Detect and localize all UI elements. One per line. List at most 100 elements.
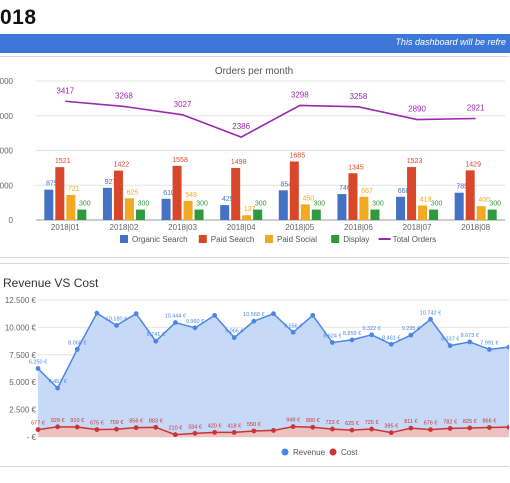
point-revenue (153, 338, 159, 344)
bar-paid-social (124, 198, 134, 220)
point-cost (349, 427, 355, 433)
point-revenue (55, 385, 61, 391)
point-cost (310, 424, 316, 430)
data-label-revenue: 8.624 € (323, 333, 341, 339)
point-revenue (172, 320, 178, 325)
bar-data-label: 300 (196, 201, 208, 208)
data-label-cost: 825 € (463, 419, 477, 425)
point-cost (388, 430, 394, 436)
data-label-cost: 725 € (365, 420, 379, 426)
line-data-label: 2386 (232, 122, 250, 131)
line-data-label: 3258 (350, 92, 368, 101)
line-data-label: 2890 (408, 105, 426, 114)
y-tick-label: 12.500 € (5, 296, 37, 305)
point-revenue (408, 332, 414, 338)
line-total-orders (65, 100, 476, 138)
bar-paid-social (183, 200, 193, 220)
x-tick-label: 2018|06 (344, 223, 373, 232)
point-cost (133, 425, 139, 431)
y-tick-label: 10.000 € (5, 323, 37, 332)
legend-label: Cost (341, 448, 358, 457)
bar-data-label: 549 (185, 192, 197, 199)
bar-paid-social (476, 206, 486, 220)
bar-data-label: 300 (138, 201, 150, 208)
data-label-revenue: 9.322 € (362, 326, 380, 332)
bar-data-label: 785 (456, 184, 468, 191)
point-revenue (94, 310, 100, 316)
point-revenue (447, 343, 453, 349)
chart-title: Revenue VS Cost (3, 276, 99, 290)
point-revenue (35, 366, 41, 371)
x-tick-label: 2018|02 (110, 223, 139, 232)
data-label-cost: 625 € (345, 421, 359, 427)
legend-label: Revenue (293, 448, 326, 457)
bar-organic-search (396, 196, 406, 220)
bar-paid-social (242, 215, 252, 220)
point-revenue (467, 339, 473, 345)
point-revenue (271, 311, 276, 317)
data-label-cost: 709 € (110, 420, 124, 426)
bar-display (370, 209, 380, 220)
x-tick-label: 2018|04 (227, 223, 256, 232)
x-tick-label: 2018|01 (51, 223, 80, 232)
point-revenue (192, 325, 198, 331)
bar-data-label: 300 (489, 201, 501, 208)
data-label-cost: 910 € (70, 418, 84, 424)
bar-data-label: 927 (105, 179, 117, 186)
bar-data-label: 300 (313, 201, 325, 208)
bar-organic-search (220, 205, 230, 220)
legend-label: Paid Search (211, 235, 255, 244)
point-cost (329, 426, 335, 432)
data-label-cost: 675 € (90, 421, 104, 427)
data-label-revenue: 9.295 € (402, 326, 420, 332)
orders-per-month-chart: Orders per month00000000000002018|018751… (0, 66, 505, 244)
legend-label: Organic Search (132, 235, 188, 244)
data-label-cost: 723 € (325, 420, 339, 426)
bar-paid-search (172, 165, 182, 220)
bar-paid-search (407, 167, 417, 220)
y-tick-label: 000 (0, 77, 14, 86)
bar-display (135, 209, 145, 220)
point-cost (55, 424, 61, 430)
bar-data-label: 429 (222, 196, 234, 203)
y-tick-label: 0 (9, 216, 14, 225)
bar-data-label: 1345 (348, 164, 364, 171)
bar-data-label: 300 (255, 201, 267, 208)
point-cost (290, 424, 296, 429)
point-cost (74, 424, 80, 430)
bar-data-label: 721 (68, 186, 80, 193)
line-data-label: 3417 (56, 86, 74, 95)
data-label-cost: 676 € (424, 421, 438, 427)
revenue-vs-cost-chart: Revenue VS Cost 12.500 € 10.000 € 7.500 € 5.… (3, 276, 510, 457)
bar-data-label: 300 (372, 201, 384, 208)
y-tick-label: 000 (0, 147, 14, 156)
legend-swatch (198, 235, 207, 243)
data-label-revenue: 4.457 € (48, 379, 66, 385)
data-label-cost: 677 € (31, 421, 45, 427)
point-revenue (212, 312, 218, 318)
y-tick-label: 7.500 € (9, 351, 36, 360)
bar-data-label: 668 (398, 188, 410, 195)
bar-data-label: 300 (79, 201, 91, 208)
bar-data-label: 450 (302, 195, 314, 202)
y-tick-label: - € (27, 433, 37, 442)
point-cost (369, 426, 375, 432)
revenue-cost-chart-panel: Revenue VS Cost 12.500 € 10.000 € 7.500 € 5.… (0, 263, 510, 467)
x-tick-label: 2018|07 (403, 223, 432, 232)
point-revenue (290, 329, 296, 335)
bar-display (487, 209, 497, 220)
bar-data-label: 1429 (465, 161, 481, 168)
bar-display (77, 209, 87, 220)
data-label-revenue: 8.741 € (147, 332, 165, 338)
y-tick-label: 5.000 € (9, 378, 36, 387)
bar-paid-search (55, 167, 65, 220)
data-label-cost: 782 € (443, 419, 457, 425)
point-cost (212, 429, 218, 435)
legend-label: Display (343, 235, 369, 244)
point-revenue (310, 312, 316, 318)
point-revenue (114, 323, 119, 328)
bar-organic-search (337, 194, 347, 220)
data-label-revenue: 10.180 € (106, 316, 127, 322)
legend-label: Total Orders (393, 235, 437, 244)
point-cost (35, 427, 41, 432)
